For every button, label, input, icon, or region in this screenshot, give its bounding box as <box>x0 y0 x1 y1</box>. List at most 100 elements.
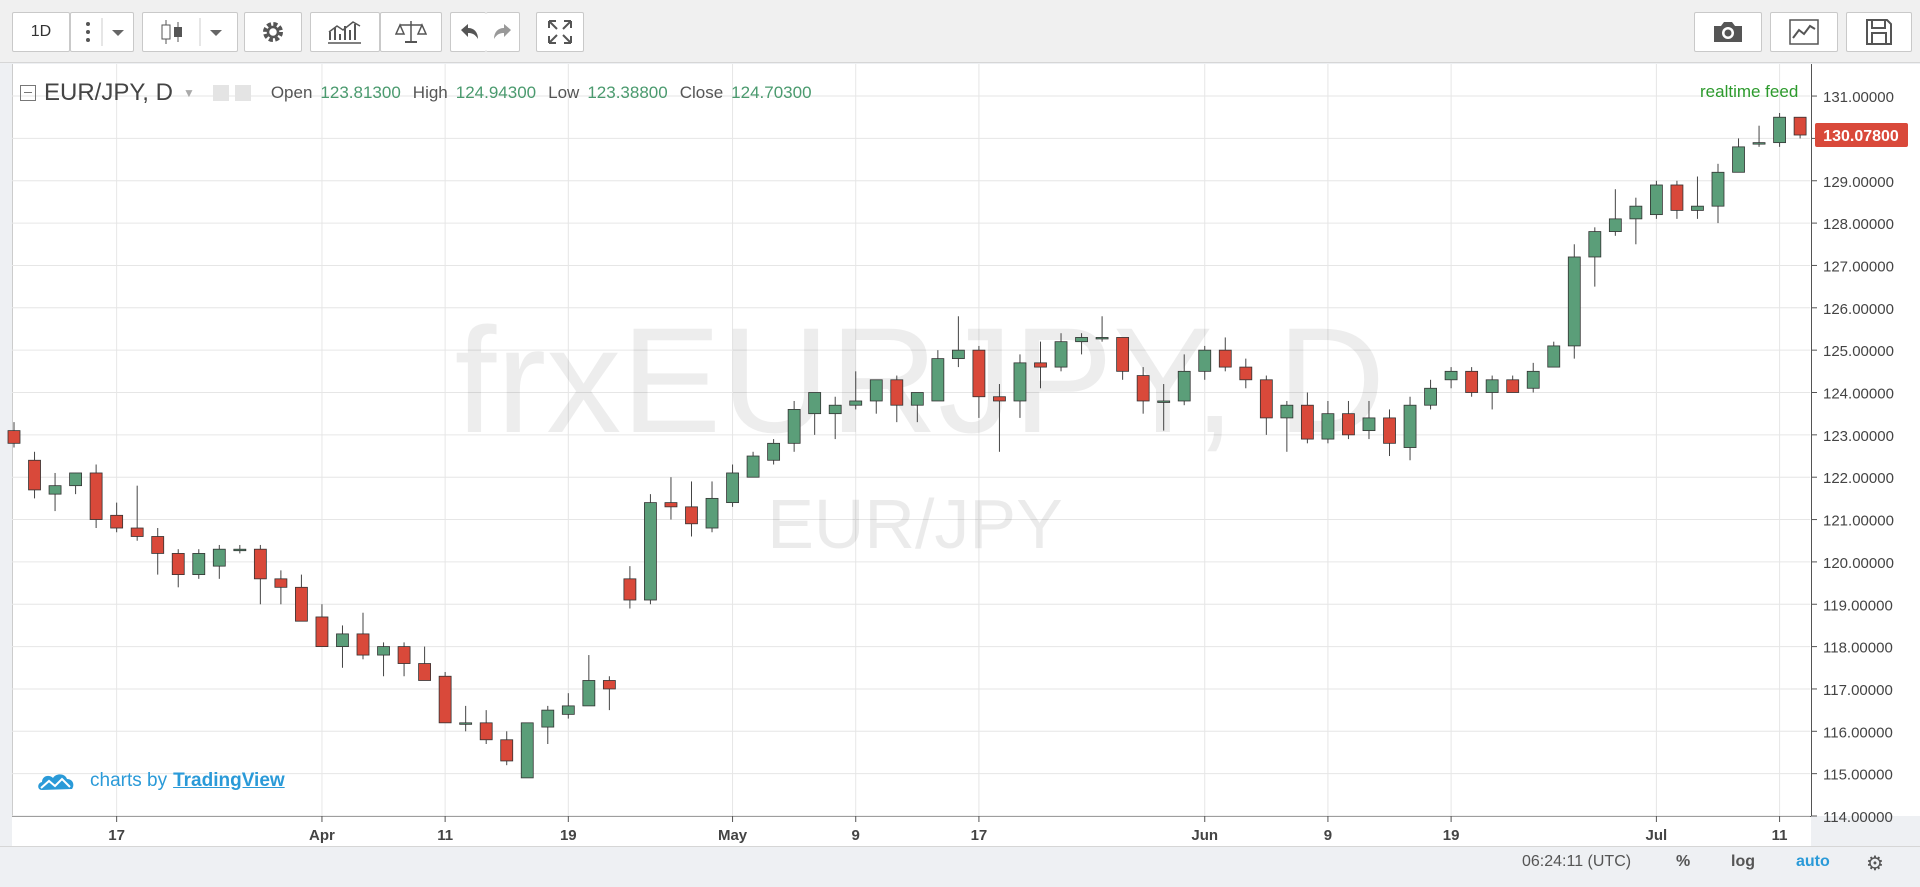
chart-style-button[interactable] <box>142 12 238 52</box>
candle <box>7 422 21 448</box>
candle <box>356 612 370 660</box>
candle-body <box>171 553 185 576</box>
candle <box>561 693 575 719</box>
candle <box>1218 337 1232 372</box>
candle <box>295 574 308 622</box>
candle <box>602 676 616 711</box>
candle-body <box>1013 362 1027 402</box>
collapse-toggle-icon[interactable] <box>20 85 36 101</box>
auto-toggle[interactable]: auto <box>1796 853 1830 870</box>
price-tick-label: 115.00000 <box>1823 767 1893 784</box>
price-tick-label: 128.00000 <box>1823 216 1894 233</box>
candle <box>151 528 165 575</box>
candles-icon <box>161 18 222 46</box>
percent-toggle[interactable]: % <box>1676 853 1691 870</box>
candle <box>1342 400 1355 440</box>
candle <box>1239 358 1253 389</box>
candle <box>1136 367 1150 414</box>
candle-body <box>787 409 801 444</box>
candle-body <box>438 675 452 724</box>
candle <box>1362 400 1376 440</box>
symbol-dropdown-icon[interactable]: ▼ <box>182 86 195 100</box>
candle-body <box>1198 349 1212 372</box>
interval-dropdown-button[interactable] <box>70 12 134 52</box>
compare-button[interactable] <box>380 12 442 52</box>
fullscreen-button[interactable] <box>536 12 584 52</box>
symbol-title[interactable]: EUR/JPY, D <box>44 79 173 106</box>
candle <box>993 384 1006 452</box>
chart-pane[interactable] <box>12 64 1811 816</box>
candle-body <box>1321 413 1335 440</box>
candle-body <box>295 586 308 622</box>
time-axis-labels: 17 Apr 11 19 May 9 17 Jun 9 19 Jul 11 <box>108 816 1788 844</box>
candle <box>1793 116 1807 139</box>
series-settings-icon[interactable] <box>234 85 251 101</box>
candle-body <box>1670 184 1684 211</box>
candle <box>1650 180 1663 219</box>
candle-body <box>253 548 267 580</box>
candle <box>1300 392 1314 444</box>
candle-body <box>1629 205 1643 220</box>
candles <box>7 112 1807 779</box>
log-toggle[interactable]: log <box>1731 853 1755 870</box>
screenshot-button[interactable] <box>1694 12 1762 52</box>
candle-body <box>623 578 637 601</box>
time-tick-label: 19 <box>560 827 577 844</box>
candle-body <box>1465 370 1479 393</box>
candle <box>705 481 719 533</box>
chart-icon <box>1789 19 1819 45</box>
price-axis[interactable] <box>1811 64 1920 816</box>
candle <box>1157 384 1171 431</box>
candle <box>869 379 883 414</box>
close-value: 124.70300 <box>731 83 812 102</box>
candle-body <box>1711 171 1725 207</box>
time-tick-label: Jul <box>1646 827 1668 844</box>
time-tick-label: 19 <box>1443 827 1460 844</box>
time-tick-label: 17 <box>108 827 125 844</box>
candle-body <box>500 739 514 762</box>
more-icon <box>86 18 124 46</box>
settings-button[interactable] <box>244 12 302 52</box>
candle <box>1629 197 1643 245</box>
time-axis[interactable] <box>12 816 1811 847</box>
candle <box>1465 367 1479 397</box>
candle <box>377 642 390 677</box>
candle-body <box>869 379 883 402</box>
candle <box>1444 367 1458 389</box>
undo-button[interactable] <box>450 12 486 52</box>
candle-body <box>1034 362 1047 368</box>
save-button[interactable] <box>1846 12 1912 52</box>
candle <box>1732 138 1745 173</box>
tradingview-link[interactable]: TradingView <box>173 770 285 791</box>
candle-body <box>192 553 206 576</box>
candle <box>130 485 144 541</box>
candle-body <box>1588 231 1602 258</box>
candle <box>726 464 739 507</box>
publish-chart-button[interactable] <box>1770 12 1838 52</box>
candle-body <box>1280 404 1294 419</box>
candle-body <box>520 722 534 779</box>
scale-settings-gear-icon[interactable]: ⚙ <box>1866 853 1884 875</box>
candle <box>787 400 801 452</box>
candle <box>1588 227 1602 287</box>
candle-body <box>561 705 575 715</box>
candle <box>315 604 329 648</box>
candle-body <box>1444 370 1458 381</box>
low-value: 123.38800 <box>587 83 668 102</box>
price-tick-label: 131.00000 <box>1823 89 1894 106</box>
time-tick-label: Apr <box>309 827 335 844</box>
current-price-tag: 130.07800 <box>1815 123 1908 148</box>
candle-body <box>1752 142 1766 145</box>
candle <box>418 646 432 681</box>
candle <box>1054 333 1068 372</box>
candle-body <box>397 646 411 664</box>
indicators-button[interactable] <box>310 12 380 52</box>
candle <box>890 375 904 423</box>
visibility-icon[interactable] <box>212 85 229 101</box>
candle <box>1383 409 1396 457</box>
interval-button[interactable]: 1D <box>12 12 70 52</box>
candle <box>212 544 226 579</box>
price-tick-label: 124.00000 <box>1823 386 1894 403</box>
redo-button[interactable] <box>486 12 520 52</box>
gear-icon <box>263 22 283 42</box>
